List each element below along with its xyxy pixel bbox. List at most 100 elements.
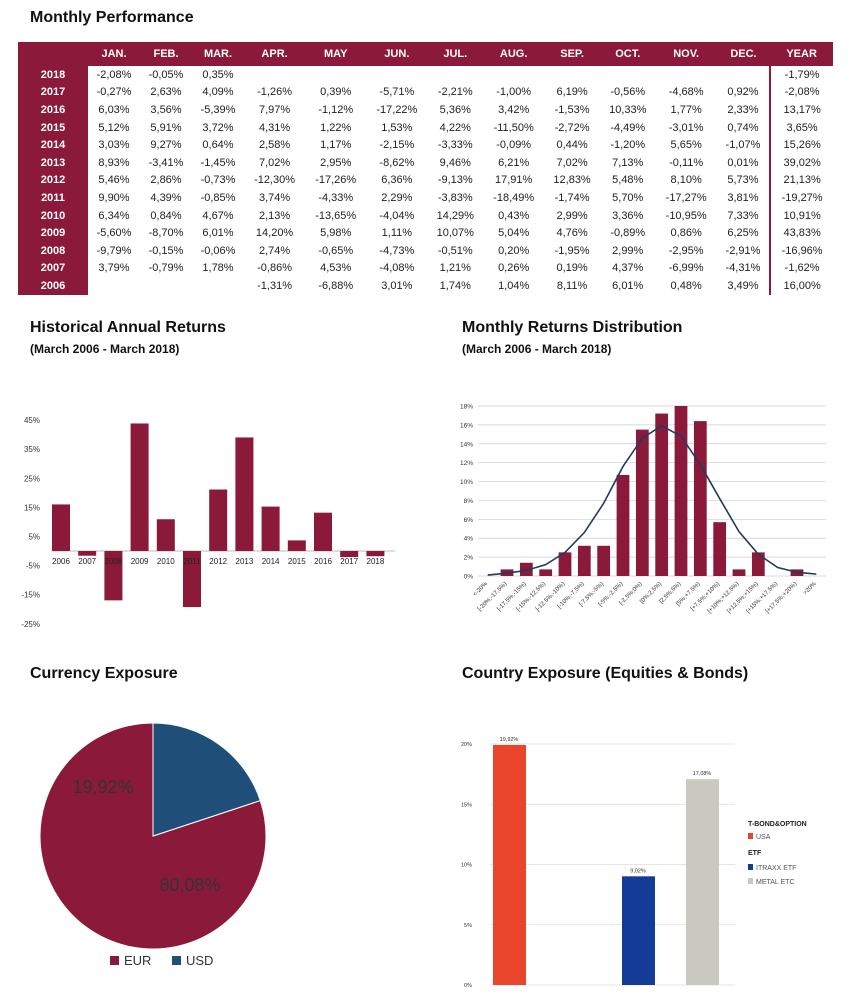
table-row: 2008 -9,79% -0,15% -0,06% 2,74% -0,65% -4,73% -… <box>18 241 833 260</box>
y-tick-label: 5% <box>464 923 472 929</box>
month-cell: -4,49% <box>610 121 646 134</box>
year-cell: 2011 <box>18 189 88 207</box>
month-cell: -1,26% <box>257 86 292 99</box>
month-cell: -1,31% <box>257 279 292 292</box>
y-tick-label: 15% <box>461 802 472 808</box>
year-total-cell: 43,83% <box>769 224 833 242</box>
month-cell: 5,98% <box>320 227 352 240</box>
month-cell: 0,92% <box>727 86 759 99</box>
y-tick-label: 5% <box>28 532 40 541</box>
month-cell: -13,65% <box>315 209 357 222</box>
year-total-cell: 13,17% <box>769 101 833 119</box>
month-cell: 3,03% <box>98 139 130 152</box>
month-cell: -2,95% <box>668 244 704 257</box>
month-cell: -8,70% <box>148 227 184 240</box>
month-cell: -3,33% <box>437 139 473 152</box>
bar-2012 <box>209 489 228 551</box>
y-tick-label: 2% <box>464 555 474 562</box>
slice-label-usd: 19,92% <box>72 777 133 797</box>
bar-2017 <box>340 551 359 558</box>
year-cell: 2014 <box>18 136 88 154</box>
month-cell: 2,29% <box>381 191 413 204</box>
month-cell: 9,90% <box>98 191 130 204</box>
month-cell: -0,56% <box>610 86 646 99</box>
month-cell: -0,89% <box>610 227 646 240</box>
month-cell: 4,53% <box>320 262 352 275</box>
month-cell: 7,33% <box>727 209 759 222</box>
year-total-cell: -1,79% <box>769 66 833 84</box>
column-header: APR. <box>244 42 306 66</box>
month-cell: -9,79% <box>96 244 132 257</box>
month-cell: -9,13% <box>437 174 473 187</box>
year-cell: 2016 <box>18 101 88 119</box>
month-cell: -4,31% <box>725 262 761 275</box>
month-cell: 4,09% <box>202 86 234 99</box>
legend-swatch <box>748 864 753 870</box>
year-total-cell: 16,00% <box>769 277 833 295</box>
bar-value-label: 19,92% <box>500 737 519 743</box>
month-cell: -2,08% <box>96 68 132 81</box>
month-cell: 7,02% <box>258 156 291 169</box>
pie-slice-eur <box>39 722 267 950</box>
month-cell: -4,68% <box>668 86 704 99</box>
bar-9 <box>655 413 669 576</box>
annual-returns-subtitle: (March 2006 - March 2018) <box>30 342 180 356</box>
month-cell: 5,48% <box>612 174 644 187</box>
month-cell: -10,95% <box>665 209 707 222</box>
bar-13 <box>732 569 746 576</box>
month-cell: -8,62% <box>379 156 415 169</box>
month-cell: 6,36% <box>381 174 413 187</box>
x-tick-label: 2018 <box>367 557 385 566</box>
month-cell: 1,11% <box>381 227 413 240</box>
month-cell: 14,29% <box>436 209 474 222</box>
month-cell: -1,74% <box>554 191 590 204</box>
month-cell: 5,36% <box>439 103 471 116</box>
year-cell: 2018 <box>18 66 88 84</box>
month-cell: 1,04% <box>498 279 530 292</box>
bar-2010 <box>156 519 175 551</box>
table-row: 2012 5,46% 2,86% -0,73% -12,30% -17,26% 6,36% -… <box>18 171 833 190</box>
month-cell: 3,74% <box>258 191 291 204</box>
x-tick-label: 2014 <box>262 557 280 566</box>
bar-5 <box>577 545 591 576</box>
month-cell: 4,31% <box>258 121 291 134</box>
month-cell: 6,01% <box>612 279 644 292</box>
table-row: 2007 3,79% -0,79% 1,78% -0,86% 4,53% -4,08% 1,2… <box>18 259 833 278</box>
table-row: 2011 9,90% 4,39% -0,85% 3,74% -4,33% 2,29% -3,8… <box>18 189 833 207</box>
month-cell: -2,21% <box>437 86 473 99</box>
month-cell: 6,01% <box>202 227 234 240</box>
month-cell: 9,46% <box>439 156 471 169</box>
table-row: 2010 6,34% 0,84% 4,67% 2,13% -13,65% -4,04% 14,… <box>18 206 833 225</box>
month-cell: 2,95% <box>320 156 352 169</box>
year-cell: 2009 <box>18 224 88 242</box>
bar-6 <box>597 545 611 576</box>
month-cell: -0,51% <box>437 244 473 257</box>
month-cell: -0,15% <box>148 244 184 257</box>
month-cell: 1,78% <box>202 262 234 275</box>
month-cell: -3,41% <box>148 156 184 169</box>
month-cell: -0,73% <box>200 174 236 187</box>
y-tick-label: 18% <box>460 404 473 411</box>
month-cell: 8,93% <box>98 156 130 169</box>
x-tick-label: 2008 <box>105 557 123 566</box>
column-header: JAN. <box>88 42 140 66</box>
month-cell: -17,27% <box>665 191 707 204</box>
column-header: FEB. <box>140 42 192 66</box>
month-cell: -6,99% <box>668 262 704 275</box>
month-cell: 7,02% <box>556 156 588 169</box>
y-tick-label: 15% <box>24 503 40 512</box>
bar-2016 <box>314 512 332 551</box>
column-header: MAR. <box>192 42 244 66</box>
month-cell: 6,03% <box>98 103 130 116</box>
x-tick-label: 2006 <box>52 557 70 566</box>
month-cell: -0,79% <box>148 262 184 275</box>
month-cell: -2,15% <box>379 139 415 152</box>
table-row: 2013 8,93% -3,41% -1,45% 7,02% 2,95% -8,62% 9,4… <box>18 153 833 172</box>
month-cell: -3,01% <box>668 121 704 134</box>
year-total-cell: -19,27% <box>769 189 833 207</box>
year-cell: 2013 <box>18 153 88 172</box>
month-cell: -1,45% <box>200 156 236 169</box>
month-cell: -4,33% <box>318 191 354 204</box>
month-cell: -0,11% <box>669 156 704 169</box>
